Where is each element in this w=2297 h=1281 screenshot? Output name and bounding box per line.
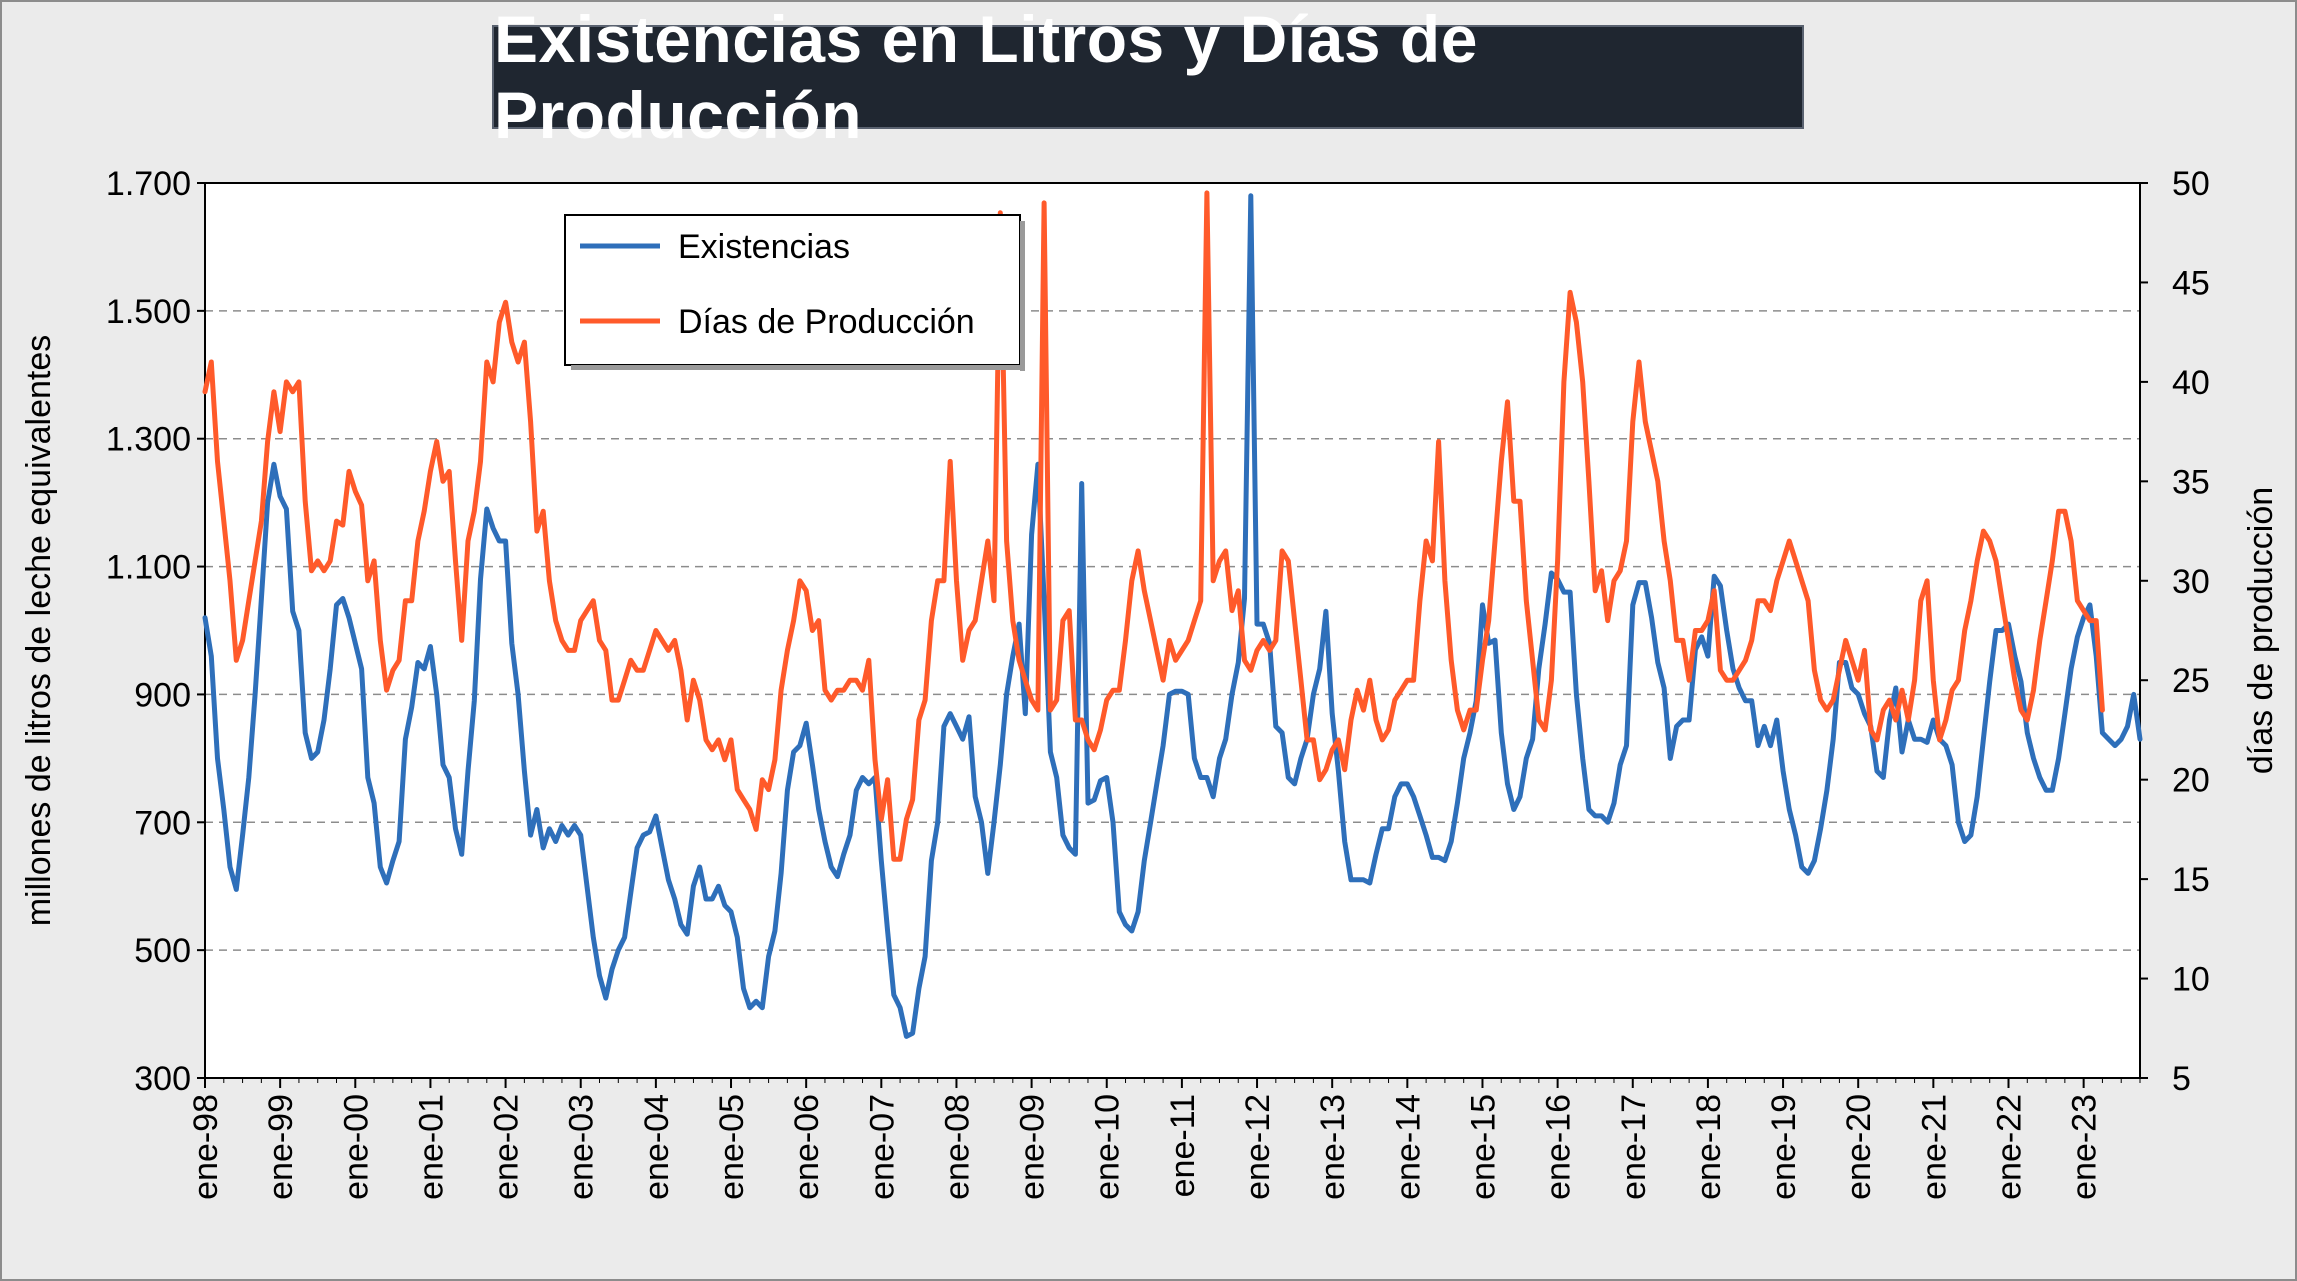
y-right-tick-label: 25 [2172,662,2210,700]
y-right-tick-label: 20 [2172,762,2210,800]
x-tick-label: ene-01 [412,1094,450,1200]
x-tick-label: ene-16 [1540,1094,1578,1200]
x-tick-label: ene-11 [1164,1094,1202,1197]
x-tick-label: ene-05 [713,1094,751,1200]
x-tick-label: ene-12 [1239,1094,1277,1200]
y-right-tick-label: 15 [2172,861,2210,899]
legend-existencias-label: Existencias [678,228,850,266]
legend-shadow [1020,221,1025,371]
x-tick-label: ene-14 [1389,1094,1427,1200]
y-left-tick-label: 1.100 [106,549,191,587]
x-tick-label: ene-03 [563,1094,601,1200]
x-tick-label: ene-98 [187,1094,225,1200]
x-tick-label: ene-23 [2066,1094,2104,1200]
series-existencias-line [202,193,2143,1039]
x-tick-label: ene-09 [1014,1094,1052,1200]
x-tick-label: ene-19 [1765,1094,1803,1200]
axes: 300 500 700 900 1.100 1.300 1.500 1.700 5 10 15 20 2… [106,165,2210,1200]
y-axis-left-title: millones de litros de leche equivalentes [20,335,58,927]
x-tick-label: ene-22 [1990,1094,2028,1200]
series-lines [202,190,2143,1039]
x-tick-label: ene-02 [488,1094,526,1200]
x-tick-label: ene-04 [638,1094,676,1200]
y-right-tick-label: 30 [2172,563,2210,601]
x-tick-label: ene-15 [1464,1094,1502,1200]
x-tick-label: ene-99 [262,1094,300,1200]
y-left-tick-label: 1.500 [106,293,191,331]
x-tick-label: ene-08 [938,1094,976,1200]
x-tick-label: ene-06 [788,1094,826,1200]
y-left-tick-label: 300 [134,1060,191,1098]
y-right-tick-label: 50 [2172,165,2210,203]
y-right-tick-label: 45 [2172,264,2210,302]
x-tick-label: ene-13 [1314,1094,1352,1200]
y-axis-right-title: días de producción [2242,487,2280,774]
y-right-tick-label: 35 [2172,463,2210,501]
y-left-tick-label: 1.700 [106,165,191,203]
x-tick-label: ene-18 [1690,1094,1728,1200]
x-tick-label: ene-17 [1615,1094,1653,1200]
y-right-tick-label: 10 [2172,961,2210,999]
x-tick-label: ene-07 [863,1094,901,1200]
legend: Existencias Días de Producción [564,214,1025,371]
legend-dias-label: Días de Producción [678,303,975,341]
y-left-tick-label: 700 [134,804,191,842]
y-left-tick-label: 1.300 [106,421,191,459]
y-right-tick-label: 5 [2172,1060,2191,1098]
x-tick-label: ene-21 [1915,1094,1953,1200]
y-left-tick-label: 900 [134,676,191,714]
series-dias-line [202,190,2105,862]
x-tick-label: ene-20 [1840,1094,1878,1200]
y-right-tick-label: 40 [2172,364,2210,402]
legend-shadow [571,365,1025,370]
y-left-tick-label: 500 [134,932,191,970]
x-tick-label: ene-10 [1089,1094,1127,1200]
plot-area [205,183,2140,1078]
x-tick-label: ene-00 [337,1094,375,1200]
